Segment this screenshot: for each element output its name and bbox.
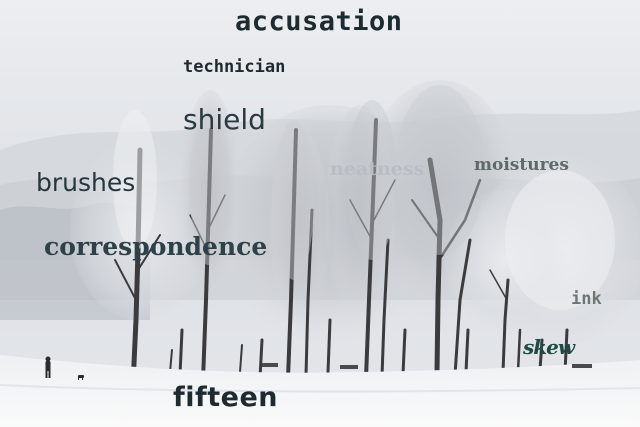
word-skew: skew bbox=[523, 335, 575, 359]
word-faint: neatness bbox=[330, 158, 425, 180]
word-fifteen: fifteen bbox=[173, 382, 279, 413]
word-shield: shield bbox=[183, 103, 266, 136]
word-accusation: accusation bbox=[235, 6, 403, 37]
word-technician: technician bbox=[183, 57, 286, 77]
word-correspondence: correspondence bbox=[44, 232, 268, 261]
word-moistures: moistures bbox=[474, 155, 569, 175]
word-brushes: brushes bbox=[36, 168, 136, 197]
word-ink: ink bbox=[571, 289, 602, 309]
